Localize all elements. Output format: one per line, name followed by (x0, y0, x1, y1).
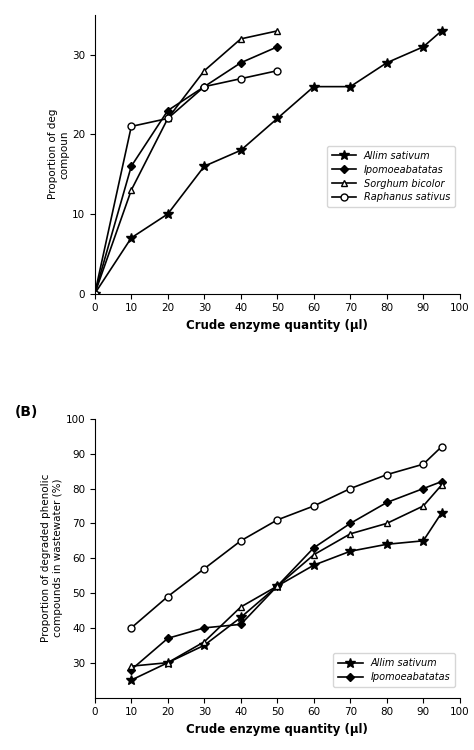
Legend: Allim sativum, Ipomoeabatatas: Allim sativum, Ipomoeabatatas (333, 653, 455, 687)
Sorghum bicolor (238, 34, 244, 44)
Line: Allim sativum: Allim sativum (90, 26, 447, 298)
Line: Ipomoeabatatas: Ipomoeabatatas (92, 44, 280, 296)
Allim sativum (311, 561, 317, 570)
Line: Allim sativum: Allim sativum (127, 508, 447, 685)
Ipomoeabatatas (128, 665, 134, 674)
Allim sativum (92, 289, 98, 298)
Ipomoeabatatas (238, 620, 244, 628)
Sorghum bicolor (201, 66, 207, 75)
Allim sativum (347, 82, 353, 92)
Allim sativum (438, 509, 444, 518)
Legend: Allim sativum, Ipomoeabatatas, Sorghum bicolor, Raphanus sativus: Allim sativum, Ipomoeabatatas, Sorghum b… (327, 146, 455, 207)
Ipomoeabatatas (347, 519, 353, 528)
Ipomoeabatatas (165, 634, 171, 643)
Ipomoeabatatas (438, 477, 444, 486)
Y-axis label: Proportion of degraded phenolic
compounds in wastewater (%): Proportion of degraded phenolic compound… (41, 474, 63, 643)
Sorghum bicolor (128, 185, 134, 194)
Allim sativum (347, 547, 353, 556)
Ipomoeabatatas (311, 543, 317, 552)
Ipomoeabatatas (92, 289, 98, 298)
Ipomoeabatatas (238, 58, 244, 68)
Ipomoeabatatas (274, 42, 280, 51)
Line: Ipomoeabatatas: Ipomoeabatatas (128, 478, 444, 673)
Ipomoeabatatas (420, 484, 426, 493)
Allim sativum (274, 114, 280, 123)
Allim sativum (128, 676, 134, 685)
Raphanus sativus (165, 114, 171, 123)
Allim sativum (238, 613, 244, 622)
X-axis label: Crude enzyme quantity (μl): Crude enzyme quantity (μl) (186, 723, 368, 736)
Raphanus sativus (238, 74, 244, 83)
Line: Sorghum bicolor: Sorghum bicolor (91, 28, 281, 297)
Allim sativum (165, 209, 171, 218)
Ipomoeabatatas (128, 162, 134, 171)
Raphanus sativus (201, 82, 207, 92)
Sorghum bicolor (274, 26, 280, 35)
Sorghum bicolor (92, 289, 98, 298)
Allim sativum (201, 162, 207, 171)
Allim sativum (384, 58, 390, 68)
X-axis label: Crude enzyme quantity (μl): Crude enzyme quantity (μl) (186, 319, 368, 332)
Allim sativum (238, 146, 244, 154)
Allim sativum (274, 581, 280, 590)
Raphanus sativus (128, 122, 134, 131)
Allim sativum (201, 640, 207, 650)
Ipomoeabatatas (165, 106, 171, 115)
Ipomoeabatatas (384, 498, 390, 507)
Sorghum bicolor (165, 114, 171, 123)
Ipomoeabatatas (201, 82, 207, 92)
Allim sativum (384, 540, 390, 549)
Ipomoeabatatas (274, 581, 280, 590)
Ipomoeabatatas (201, 623, 207, 632)
Allim sativum (420, 536, 426, 545)
Allim sativum (311, 82, 317, 92)
Line: Raphanus sativus: Raphanus sativus (91, 68, 281, 297)
Y-axis label: Proportion of deg
compoun: Proportion of deg compoun (47, 109, 69, 200)
Allim sativum (128, 233, 134, 242)
Allim sativum (438, 26, 444, 35)
Allim sativum (420, 42, 426, 51)
Raphanus sativus (92, 289, 98, 298)
Text: (B): (B) (15, 405, 38, 419)
Allim sativum (165, 658, 171, 668)
Raphanus sativus (274, 66, 280, 75)
